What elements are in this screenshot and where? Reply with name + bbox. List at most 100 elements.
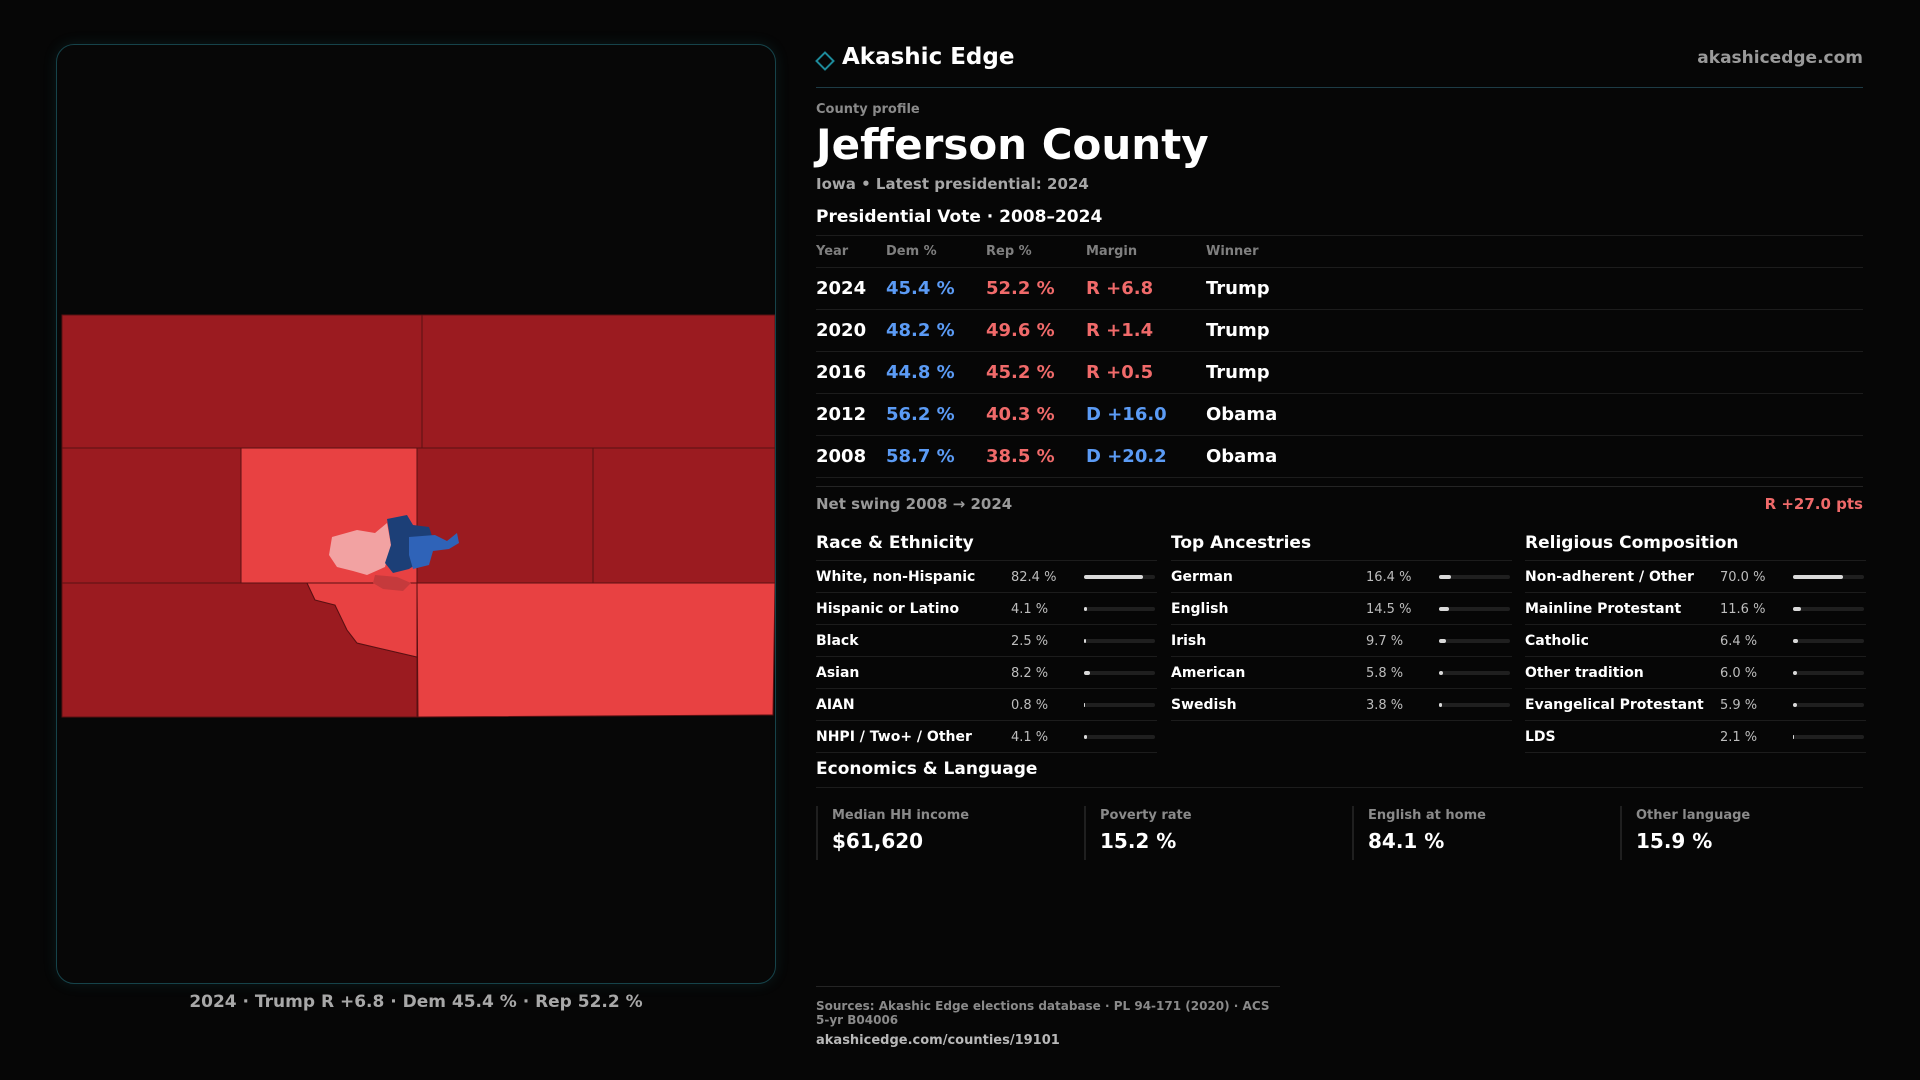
demo-row: English 14.5 % (1171, 593, 1512, 625)
demo-list: White, non-Hispanic 82.4 % Hispanic or Lat… (816, 560, 1157, 753)
demo-bar-fill (1084, 671, 1090, 675)
demo-bar (1793, 575, 1864, 579)
precinct-east[interactable] (592, 447, 775, 584)
brand-name[interactable]: Akashic Edge (842, 44, 1015, 70)
demo-bar (1793, 671, 1864, 675)
city-precinct-south[interactable] (373, 575, 411, 591)
demo-label: American (1171, 665, 1246, 681)
vote-row: 2020 48.2 % 49.6 % R +1.4 Trump (816, 309, 1863, 352)
vote-year: 2020 (816, 309, 886, 352)
econ-label: Median HH income (832, 808, 970, 823)
demo-bar (1793, 735, 1864, 739)
vote-winner: Obama (1206, 393, 1863, 436)
demo-bar-fill (1793, 671, 1798, 675)
precinct-west[interactable] (61, 447, 242, 584)
vote-table: Year Dem % Rep % Margin Winner 2024 45.4 … (816, 235, 1863, 478)
demo-bar (1793, 639, 1864, 643)
footer-sources: Sources: Akashic Edge elections database… (816, 999, 1270, 1027)
demo-row: Irish 9.7 % (1171, 625, 1512, 657)
demo-row: Asian 8.2 % (816, 657, 1157, 689)
demo-bar-fill (1439, 671, 1444, 675)
econ-value: 15.9 % (1636, 829, 1713, 853)
demo-pct: 5.9 % (1720, 698, 1758, 713)
econ-cell: Poverty rate 15.2 % (1084, 806, 1334, 860)
brand-url-link[interactable]: akashicedge.com (1697, 48, 1863, 68)
demo-pct: 11.6 % (1720, 602, 1766, 617)
city-precinct-lean-dem[interactable] (409, 533, 459, 569)
vote-year: 2024 (816, 267, 886, 310)
vote-year: 2016 (816, 351, 886, 394)
col-header-winner: Winner (1206, 235, 1863, 268)
demo-row: Evangelical Protestant 5.9 % (1525, 689, 1866, 721)
econ-label: Other language (1636, 808, 1751, 823)
demo-label: Non-adherent / Other (1525, 569, 1694, 585)
vote-row: 2012 56.2 % 40.3 % D +16.0 Obama (816, 393, 1863, 436)
demo-pct: 6.0 % (1720, 666, 1758, 681)
demo-row: Black 2.5 % (816, 625, 1157, 657)
demo-label: AIAN (816, 697, 855, 713)
demo-row: Hispanic or Latino 4.1 % (816, 593, 1157, 625)
demo-bar (1084, 735, 1155, 739)
vote-dem-pct: 56.2 % (886, 393, 986, 436)
demo-pct: 5.8 % (1366, 666, 1404, 681)
vote-row: 2008 58.7 % 38.5 % D +20.2 Obama (816, 435, 1863, 478)
precinct-center-east[interactable] (416, 447, 594, 584)
demo-row: White, non-Hispanic 82.4 % (816, 561, 1157, 593)
vote-year: 2012 (816, 393, 886, 436)
demo-row: German 16.4 % (1171, 561, 1512, 593)
county-map[interactable] (57, 45, 776, 984)
demo-section-title: Religious Composition (1525, 533, 1739, 553)
vote-winner: Trump (1206, 267, 1863, 310)
demo-pct: 4.1 % (1011, 602, 1049, 617)
demo-bar (1439, 703, 1510, 707)
econ-cell: Other language 15.9 % (1620, 806, 1870, 860)
vote-year: 2008 (816, 435, 886, 478)
vote-winner: Trump (1206, 351, 1863, 394)
demo-list: German 16.4 % English 14.5 % Irish 9.7 % Ameri… (1171, 560, 1512, 721)
demo-pct: 2.1 % (1720, 730, 1758, 745)
vote-margin: D +16.0 (1086, 393, 1206, 436)
demo-bar (1793, 703, 1864, 707)
demo-bar (1439, 607, 1510, 611)
demo-label: German (1171, 569, 1233, 585)
demo-pct: 8.2 % (1011, 666, 1049, 681)
demo-bar (1439, 671, 1510, 675)
vote-margin: D +20.2 (1086, 435, 1206, 478)
vote-table-body: 2024 45.4 % 52.2 % R +6.8 Trump 2020 48.2 % 49.… (816, 267, 1863, 478)
demo-label: Asian (816, 665, 860, 681)
demo-bar (1084, 607, 1155, 611)
vote-dem-pct: 44.8 % (886, 351, 986, 394)
demo-pct: 14.5 % (1366, 602, 1412, 617)
precinct-northwest[interactable] (61, 314, 423, 449)
demo-label: Irish (1171, 633, 1207, 649)
econ-cell: English at home 84.1 % (1352, 806, 1602, 860)
net-swing-value: R +27.0 pts (1764, 495, 1863, 513)
demo-label: Hispanic or Latino (816, 601, 960, 617)
demo-pct: 4.1 % (1011, 730, 1049, 745)
demo-pct: 16.4 % (1366, 570, 1412, 585)
precinct-northeast[interactable] (421, 314, 775, 449)
demo-section-top-ancestries: Top Ancestries German 16.4 % English 14.5 % I… (1171, 526, 1512, 721)
vote-winner: Trump (1206, 309, 1863, 352)
demo-bar-fill (1439, 607, 1450, 611)
demo-pct: 3.8 % (1366, 698, 1404, 713)
demo-bar (1439, 575, 1510, 579)
precinct-southeast[interactable] (416, 582, 775, 718)
demo-bar (1439, 639, 1510, 643)
vote-margin: R +6.8 (1086, 267, 1206, 310)
demo-row: Non-adherent / Other 70.0 % (1525, 561, 1866, 593)
col-header-rep: Rep % (986, 235, 1086, 268)
demo-bar-fill (1084, 703, 1086, 707)
footer-url-link[interactable]: akashicedge.com/counties/19101 (816, 1033, 1060, 1048)
demo-bar-fill (1084, 607, 1087, 611)
net-swing-label: Net swing 2008 → 2024 (816, 495, 1013, 513)
county-map-panel[interactable] (56, 44, 776, 984)
demo-row: American 5.8 % (1171, 657, 1512, 689)
demo-section-race-ethnicity: Race & Ethnicity White, non-Hispanic 82.4 … (816, 526, 1157, 753)
demo-bar-fill (1793, 735, 1795, 739)
city-precinct-light[interactable] (329, 523, 391, 575)
demo-label: NHPI / Two+ / Other (816, 729, 972, 745)
demo-label: Black (816, 633, 859, 649)
economics-grid: Median HH income $61,620 Poverty rate 15.2 … (816, 806, 1863, 860)
vote-margin: R +1.4 (1086, 309, 1206, 352)
